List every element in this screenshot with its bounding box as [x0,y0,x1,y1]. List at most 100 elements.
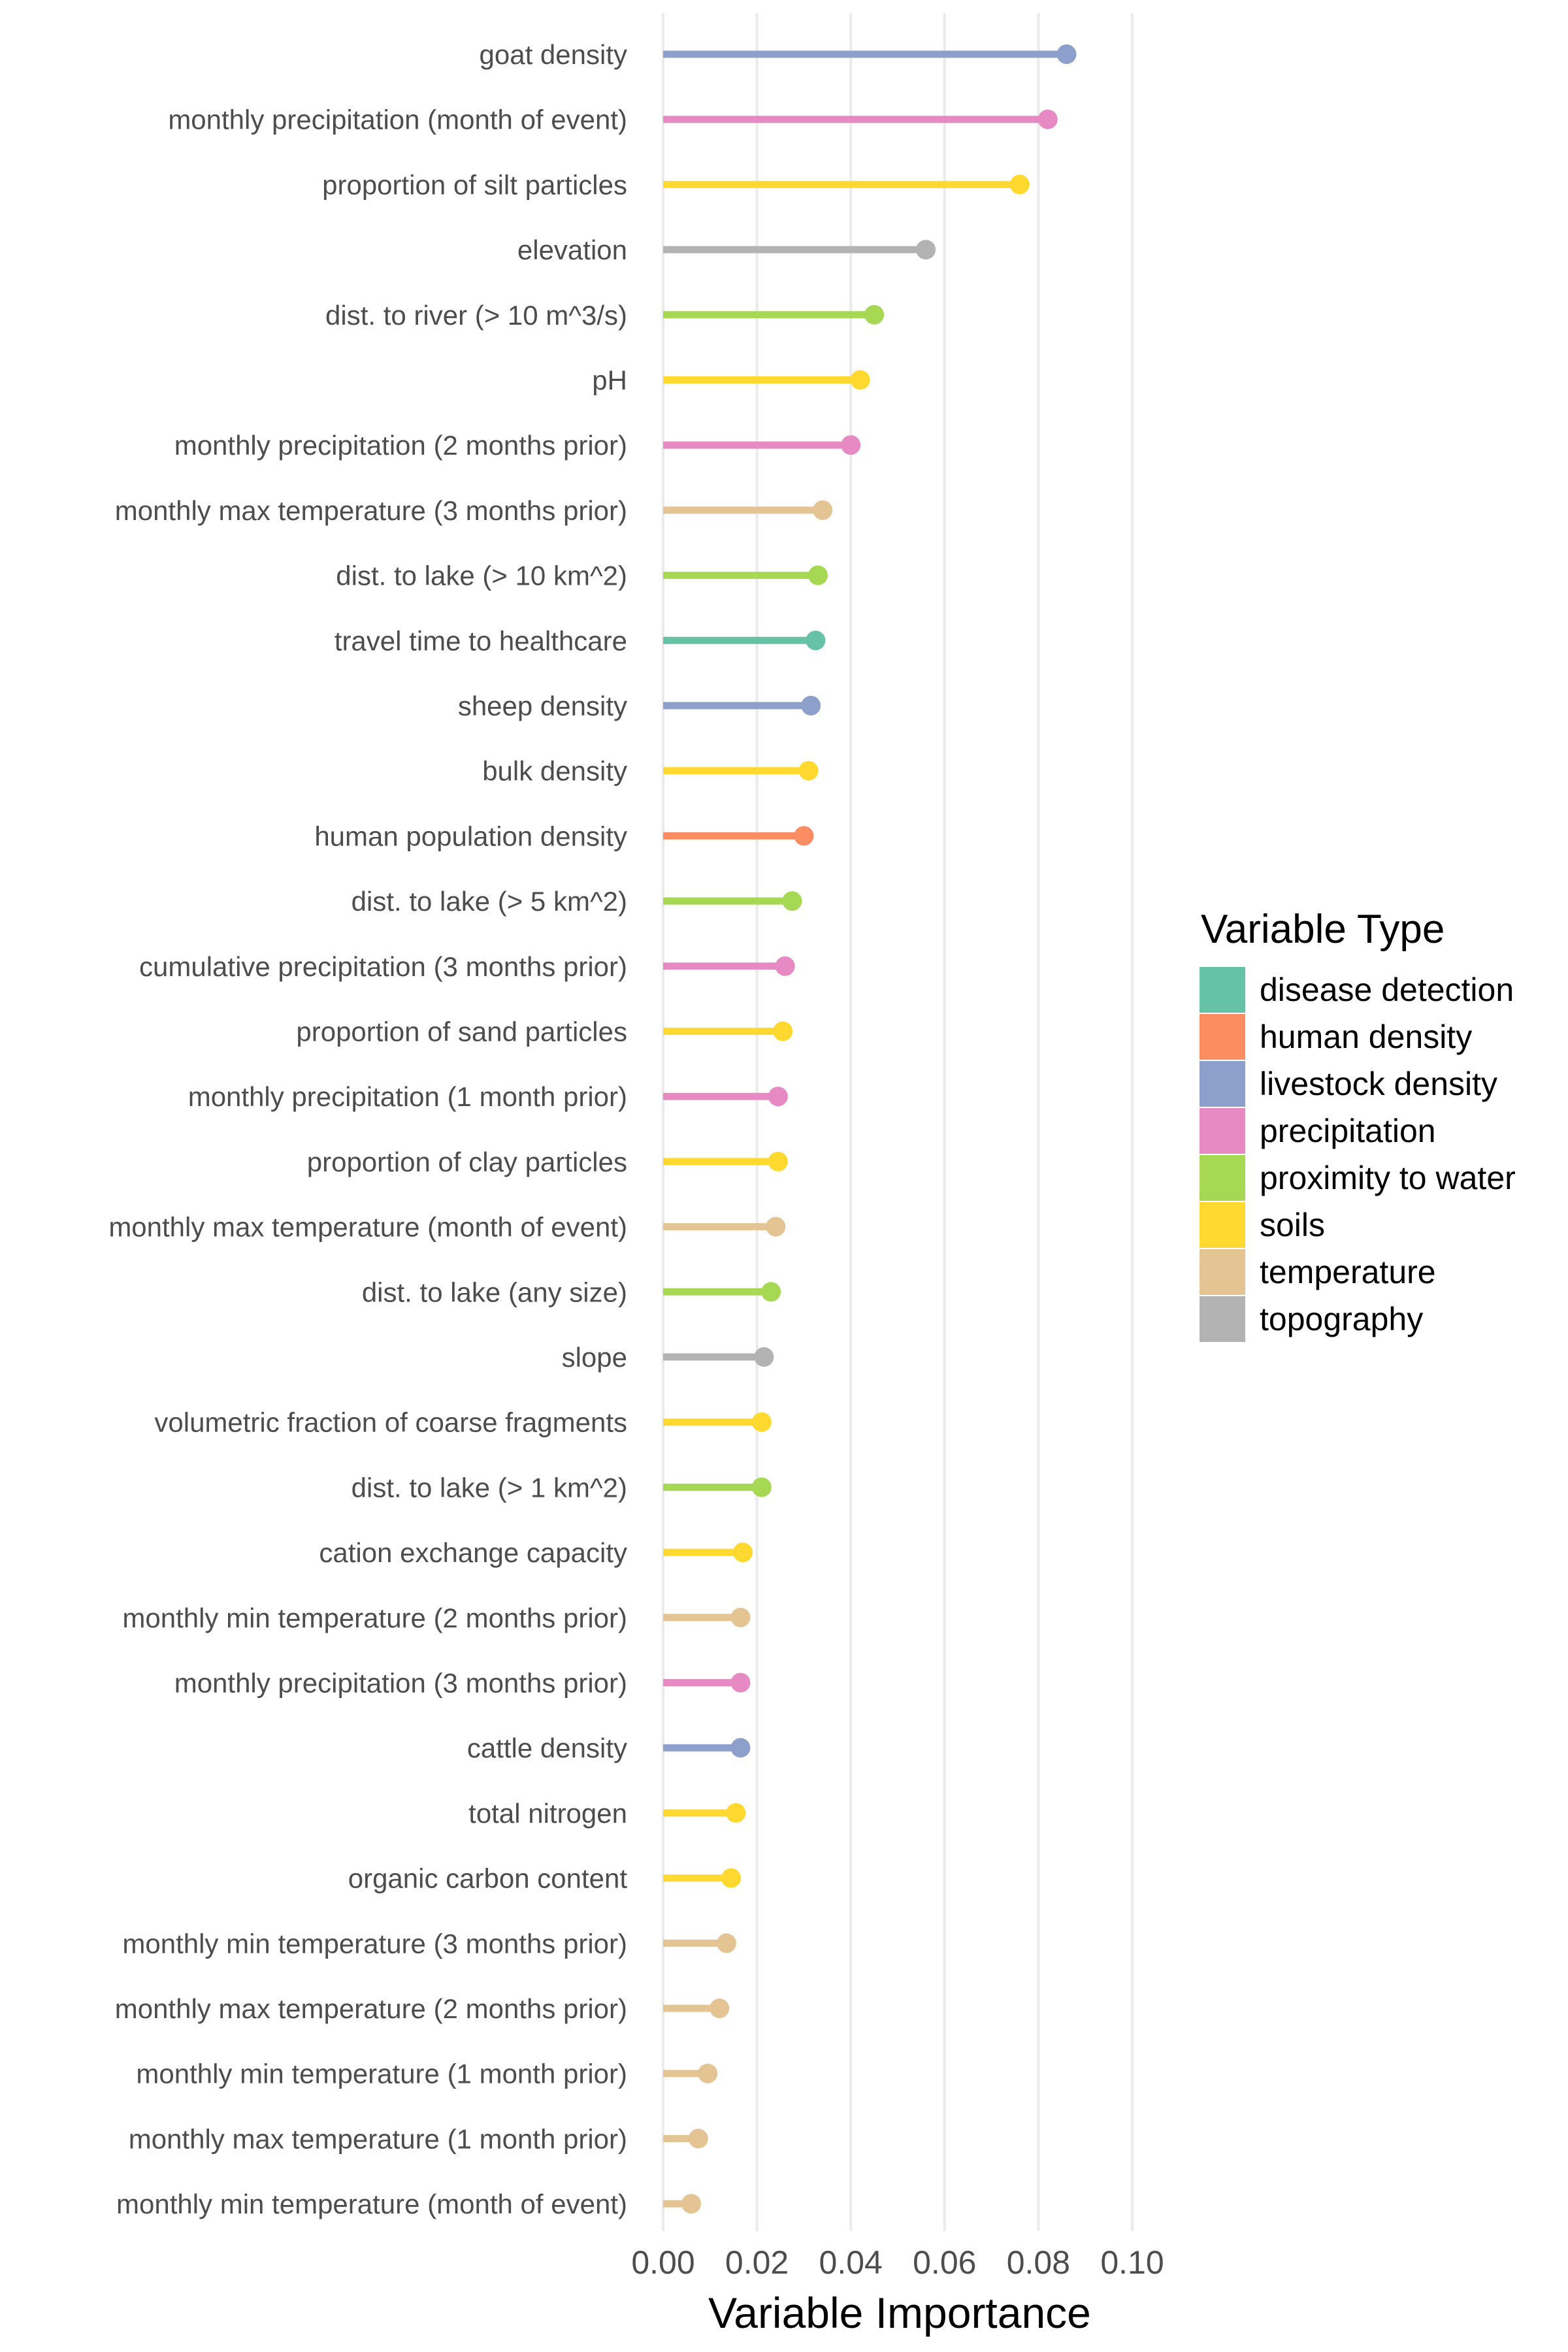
lollipop-point [775,956,795,976]
variable-label: slope [562,1342,627,1373]
variable-label: monthly max temperature (month of event) [108,1212,627,1243]
lollipop-point [841,435,861,455]
gridlines [662,13,1134,2231]
lollipop-point [698,2063,718,2083]
legend: Variable Type disease detection human den… [1200,907,1516,1342]
lollipop-point [813,500,833,520]
lollipop-point [754,1347,774,1367]
x-tick-label: 0.02 [725,2244,789,2281]
variable-label: monthly precipitation (month of event) [168,105,627,135]
variable-label: elevation [517,235,627,265]
lollipop-point [850,370,870,390]
x-tick-label: 0.08 [1007,2244,1070,2281]
variable-label: bulk density [482,756,627,787]
legend-label: precipitation [1260,1113,1436,1149]
variable-label: proportion of clay particles [307,1147,627,1177]
lollipop-point [806,630,826,651]
variable-label: cation exchange capacity [319,1537,627,1568]
variable-label: organic carbon content [348,1863,628,1894]
x-tick-label: 0.10 [1100,2244,1164,2281]
legend-swatch [1200,1108,1245,1154]
lollipop-point [782,891,802,911]
legend-items: disease detection human density livestock … [1200,967,1516,1342]
lollipop-point [798,760,819,781]
variable-label: total nitrogen [468,1798,627,1829]
lollipop-point [808,565,828,585]
variable-label: pH [592,365,627,396]
lollipop-point [766,1217,786,1237]
variable-label: monthly precipitation (2 months prior) [174,430,627,461]
variable-label: dist. to lake (> 5 km^2) [351,886,627,917]
lollipop-point [681,2194,702,2214]
variable-label: goat density [480,39,628,70]
lollipop-point [710,1999,730,2018]
variable-label: dist. to lake (> 1 km^2) [351,1472,627,1503]
legend-label: livestock density [1260,1066,1497,1102]
lollipop-point [864,304,885,325]
lollipop-point [916,240,936,260]
lollipop-point [768,1086,788,1107]
legend-label: human density [1260,1019,1472,1055]
legend-title: Variable Type [1201,907,1445,952]
lollipop-point [716,1933,736,1953]
variable-label: monthly precipitation (3 months prior) [174,1668,627,1699]
x-axis-title: Variable Importance [708,2289,1091,2337]
variable-label: dist. to lake (any size) [362,1277,627,1307]
variable-label: monthly max temperature (1 month prior) [129,2123,627,2154]
lollipop-point [721,1868,742,1888]
x-tick-label: 0.04 [819,2244,883,2281]
lollipop-point [794,826,814,846]
variable-label: monthly min temperature (3 months prior) [122,1928,627,1959]
legend-label: proximity to water [1260,1160,1516,1196]
legend-swatch [1200,1014,1245,1060]
variable-label: travel time to healthcare [335,625,627,656]
variable-label: sheep density [458,691,627,721]
lollipop-point [773,1021,793,1041]
variable-label: proportion of silt particles [322,169,627,200]
variable-labels: goat density monthly precipitation (month… [108,39,627,2219]
x-tick-label: 0.06 [913,2244,976,2281]
variable-label: proportion of sand particles [296,1017,627,1047]
variable-label: volumetric fraction of coarse fragments [154,1407,627,1438]
variable-label: monthly min temperature (2 months prior) [122,1603,627,1633]
lollipop-point [1037,109,1058,129]
x-axis-ticks: 0.00 0.02 0.04 0.06 0.08 0.10 [631,2244,1164,2281]
variable-label: monthly min temperature (1 month prior) [136,2059,627,2089]
lollipop-point [730,1738,751,1758]
lollipop-point [751,1412,772,1432]
variable-label: monthly precipitation (1 month prior) [188,1081,627,1112]
lollipop-points [681,44,1077,2214]
legend-swatch [1200,1296,1245,1342]
lollipop-point [730,1607,751,1627]
variable-label: monthly max temperature (2 months prior) [115,1993,627,2024]
lollipop-point [801,696,821,715]
legend-label: temperature [1260,1254,1436,1290]
variable-label: human population density [314,821,627,851]
legend-label: topography [1260,1301,1423,1337]
lollipop-point [688,2129,708,2149]
variable-label: monthly min temperature (month of event) [116,2189,627,2219]
variable-label: cattle density [467,1733,627,1763]
variable-label: cumulative precipitation (3 months prior… [139,951,627,982]
variable-label: dist. to lake (> 10 km^2) [336,561,627,591]
legend-swatch [1200,1202,1245,1248]
variable-label: monthly max temperature (3 months prior) [115,495,627,526]
lollipop-point [768,1151,788,1171]
legend-label: soils [1260,1207,1325,1243]
legend-swatch [1200,1249,1245,1295]
x-tick-label: 0.00 [631,2244,694,2281]
legend-swatch [1200,1061,1245,1107]
lollipop-point [751,1477,772,1497]
legend-label: disease detection [1260,972,1514,1008]
legend-swatch [1200,1155,1245,1201]
lollipop-point [1056,44,1077,64]
lollipop-point [726,1803,746,1823]
lollipop-point [1009,174,1030,195]
lollipop-point [761,1282,781,1302]
lollipop-point [733,1543,753,1563]
legend-swatch [1200,967,1245,1013]
lollipop-point [730,1673,751,1693]
variable-label: dist. to river (> 10 m^3/s) [325,300,627,331]
